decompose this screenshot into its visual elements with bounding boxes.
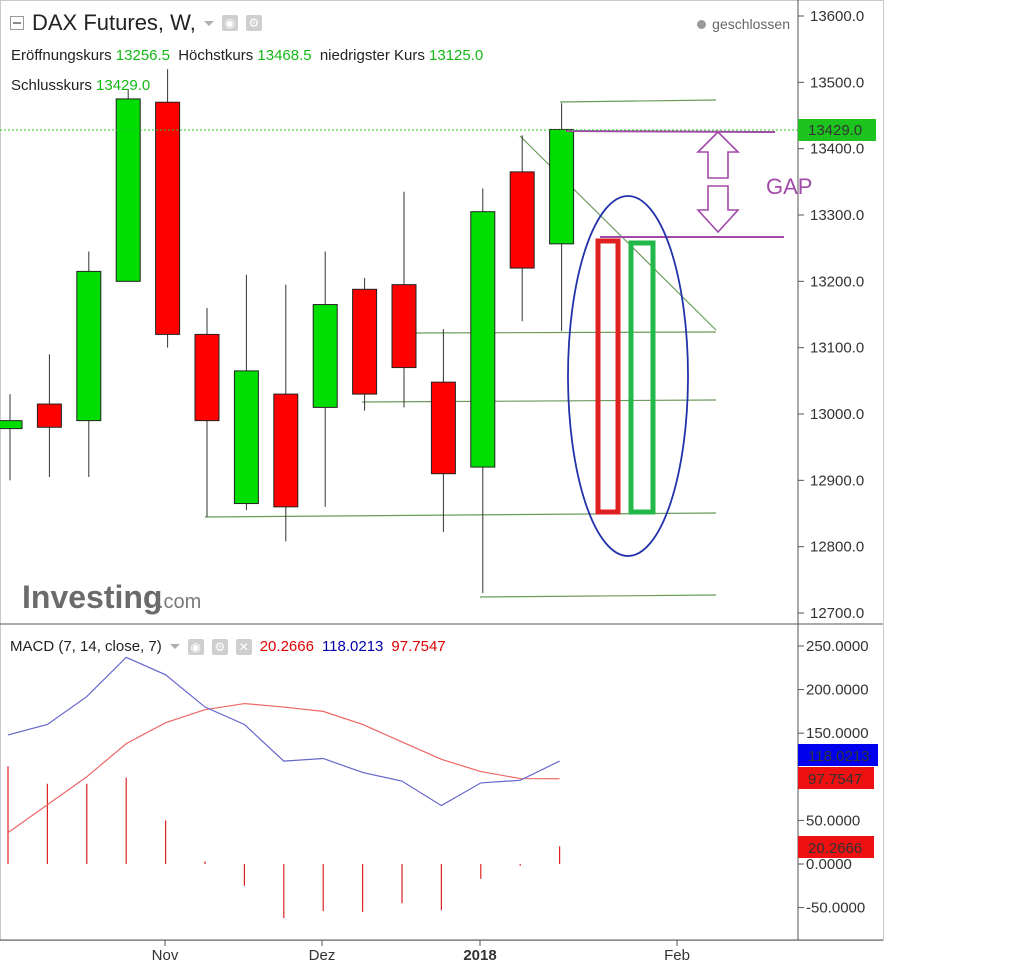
macd-tick-label: 250.0000 bbox=[806, 638, 869, 655]
gap-annotation: GAP bbox=[565, 130, 812, 238]
candle-body bbox=[36, 403, 62, 428]
price-tick-label: 12900.0 bbox=[810, 472, 864, 489]
macd-value-tag: 118.0213 bbox=[798, 744, 878, 766]
signal-line bbox=[7, 702, 560, 834]
svg-text:118.0213: 118.0213 bbox=[808, 748, 869, 765]
market-status: geschlossen bbox=[697, 16, 790, 32]
candle-body bbox=[115, 98, 141, 282]
macd-header: MACD (7, 14, close, 7) ◉ ⚙ ✕ 20.2666 118… bbox=[10, 638, 446, 655]
chevron-down-icon[interactable] bbox=[169, 644, 180, 649]
close-icon[interactable]: ✕ bbox=[235, 638, 252, 655]
macd-line-value: 118.0213 bbox=[321, 638, 384, 655]
candle-body bbox=[194, 333, 220, 422]
time-tick-label: Nov bbox=[152, 947, 179, 964]
candle-body bbox=[312, 304, 338, 408]
ohlc-row-2: Schlusskurs 13429.0 bbox=[11, 77, 154, 94]
projected-red-candle bbox=[595, 238, 621, 515]
high-value: 13468.5 bbox=[257, 47, 312, 64]
trend-lines bbox=[204, 99, 717, 598]
chevron-down-icon[interactable] bbox=[203, 20, 214, 26]
gap-line-upper bbox=[565, 130, 776, 133]
close-value: 13429.0 bbox=[96, 77, 151, 94]
candle-body bbox=[352, 288, 378, 395]
eye-icon[interactable]: ◉ bbox=[221, 15, 238, 31]
projection-annotation bbox=[567, 195, 689, 557]
hist-value-tag: 20.2666 bbox=[798, 836, 874, 858]
macd-hist-value: 20.2666 bbox=[259, 638, 314, 655]
macd-tick-label: 150.0000 bbox=[806, 725, 869, 742]
gear-icon[interactable]: ⚙ bbox=[211, 638, 228, 655]
trend-line-13120 bbox=[409, 331, 717, 334]
open-value: 13256.5 bbox=[115, 47, 171, 64]
svg-text:20.2666: 20.2666 bbox=[808, 840, 862, 857]
time-axis: Nov Dez 2018 Feb bbox=[152, 940, 690, 964]
low-value: 13125.0 bbox=[429, 47, 484, 64]
high-label: Höchstkurs bbox=[178, 47, 254, 64]
trend-line-bottom bbox=[479, 594, 717, 598]
macd-tick-label: 200.0000 bbox=[806, 682, 869, 699]
price-axis: 12700.0 12800.0 12900.0 13000.0 13100.0 13200… bbox=[798, 8, 864, 622]
time-tick-label: Dez bbox=[309, 947, 336, 964]
signal-value-tag: 97.7547 bbox=[798, 767, 874, 789]
candle-body bbox=[470, 211, 496, 468]
price-tick-label: 13200.0 bbox=[810, 273, 864, 290]
svg-text:.com: .com bbox=[158, 591, 201, 613]
macd-tick-label: 50.0000 bbox=[806, 812, 860, 829]
candle-body bbox=[273, 393, 299, 508]
price-tick-label: 13300.0 bbox=[810, 207, 864, 224]
macd-tick-label: -50.0000 bbox=[806, 900, 865, 917]
trend-line-13020 bbox=[361, 399, 717, 403]
time-tick-label: 2018 bbox=[463, 947, 496, 964]
candle-body bbox=[430, 381, 456, 475]
svg-text:97.7547: 97.7547 bbox=[808, 771, 862, 788]
macd-signal-value: 97.7547 bbox=[391, 638, 446, 655]
macd-line bbox=[7, 656, 560, 807]
close-label: Schlusskurs bbox=[11, 77, 92, 94]
macd-title: MACD (7, 14, close, 7) bbox=[10, 638, 162, 655]
gap-arrow-down-icon bbox=[696, 185, 740, 234]
chart-title: DAX Futures, W, bbox=[32, 10, 196, 35]
price-tick-label: 13100.0 bbox=[810, 340, 864, 357]
candle-body bbox=[509, 171, 535, 269]
investing-logo: Investing .com bbox=[22, 579, 201, 615]
candle-body bbox=[76, 270, 102, 422]
chart-header: DAX Futures, W, ◉ ⚙ bbox=[10, 10, 262, 36]
macd-tick-label: 0.0000 bbox=[806, 856, 852, 873]
candle-body bbox=[155, 101, 181, 335]
trend-line-top bbox=[559, 99, 717, 103]
status-text: geschlossen bbox=[712, 16, 790, 32]
svg-text:Investing: Investing bbox=[22, 579, 162, 615]
last-price-tag: 13429.0 bbox=[798, 119, 876, 141]
projection-ellipse bbox=[567, 195, 689, 557]
svg-text:13429.0: 13429.0 bbox=[808, 122, 862, 139]
macd-plot bbox=[7, 656, 561, 919]
price-tick-label: 13600.0 bbox=[810, 8, 864, 25]
candle-body bbox=[0, 420, 23, 430]
low-label: niedrigster Kurs bbox=[319, 47, 425, 64]
price-tick-label: 12700.0 bbox=[810, 605, 864, 622]
status-dot-icon bbox=[697, 19, 707, 29]
gap-arrow-up-icon bbox=[696, 130, 740, 179]
ohlc-row-1: Eröffnungskurs 13256.5 Höchstkurs 13468.… bbox=[11, 47, 487, 64]
time-tick-label: Feb bbox=[664, 947, 690, 964]
eye-icon[interactable]: ◉ bbox=[187, 638, 204, 655]
projected-green-candle bbox=[628, 240, 656, 515]
price-tick-label: 13400.0 bbox=[810, 141, 864, 158]
candle-body bbox=[233, 370, 259, 505]
gear-icon[interactable]: ⚙ bbox=[245, 15, 262, 31]
price-tick-label: 13500.0 bbox=[810, 74, 864, 91]
gap-label: GAP bbox=[766, 174, 812, 199]
collapse-icon[interactable] bbox=[10, 16, 24, 30]
price-tick-label: 13000.0 bbox=[810, 406, 864, 423]
candle-body bbox=[391, 284, 417, 369]
candles bbox=[0, 69, 575, 594]
open-label: Eröffnungskurs bbox=[11, 47, 112, 64]
candle-body bbox=[549, 128, 575, 245]
price-tick-label: 12800.0 bbox=[810, 539, 864, 556]
